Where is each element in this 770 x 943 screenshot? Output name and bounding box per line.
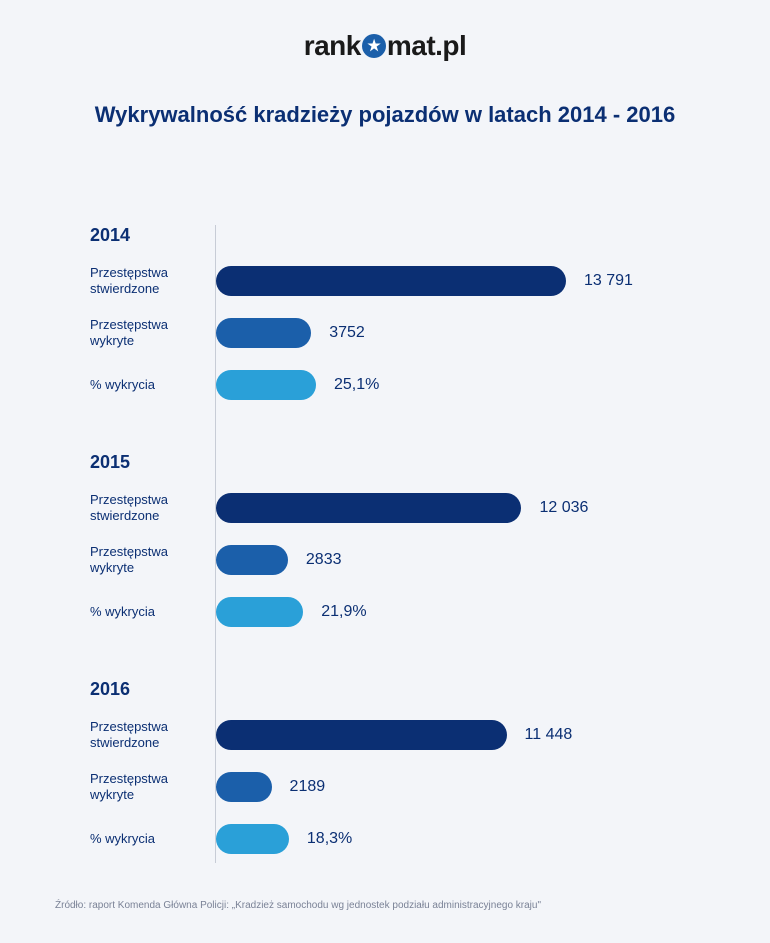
chart-row: Przestępstwa wykryte 3752	[90, 316, 690, 350]
bar	[216, 597, 303, 627]
bar-value: 18,3%	[307, 830, 352, 848]
bar-value: 25,1%	[334, 376, 379, 394]
year-label: 2016	[90, 679, 690, 700]
row-label: Przestępstwa stwierdzone	[90, 719, 210, 752]
chart-row: Przestępstwa stwierdzone 12 036	[90, 491, 690, 525]
bar-value: 11 448	[525, 726, 573, 744]
logo-text-left: rank	[304, 30, 361, 61]
row-label: Przestępstwa wykryte	[90, 544, 210, 577]
bar-zone: 3752	[216, 318, 690, 348]
chart-row: Przestępstwa stwierdzone 11 448	[90, 718, 690, 752]
bar-zone: 13 791	[216, 266, 690, 296]
bar	[216, 545, 288, 575]
chart-row: % wykrycia 25,1%	[90, 368, 690, 402]
row-label: % wykrycia	[90, 377, 210, 393]
row-label: Przestępstwa stwierdzone	[90, 265, 210, 298]
logo-text-right: mat.pl	[387, 30, 466, 61]
bar-zone: 2189	[216, 772, 690, 802]
bar-value: 2189	[290, 778, 326, 796]
chart-row: % wykrycia 18,3%	[90, 822, 690, 856]
row-label: % wykrycia	[90, 604, 210, 620]
bar-value: 21,9%	[321, 603, 366, 621]
bar	[216, 720, 507, 750]
logo-star-icon	[362, 34, 386, 58]
bar-value: 13 791	[584, 272, 633, 290]
row-label: % wykrycia	[90, 831, 210, 847]
bar	[216, 318, 311, 348]
chart-row: Przestępstwa wykryte 2189	[90, 770, 690, 804]
bar-zone: 21,9%	[216, 597, 690, 627]
chart-title: Wykrywalność kradzieży pojazdów w latach…	[0, 102, 770, 128]
bar	[216, 493, 521, 523]
chart-source-note: Źródło: raport Komenda Główna Policji: „…	[55, 900, 541, 911]
row-label: Przestępstwa wykryte	[90, 317, 210, 350]
bar	[216, 772, 272, 802]
row-label: Przestępstwa stwierdzone	[90, 492, 210, 525]
chart-row: Przestępstwa stwierdzone 13 791	[90, 264, 690, 298]
year-group: 2015Przestępstwa stwierdzone12 036Przest…	[90, 452, 690, 629]
bar-zone: 18,3%	[216, 824, 690, 854]
bar	[216, 370, 316, 400]
bar-zone: 25,1%	[216, 370, 690, 400]
chart-row: % wykrycia 21,9%	[90, 595, 690, 629]
bar	[216, 824, 289, 854]
bar-value: 2833	[306, 551, 342, 569]
year-group: 2014Przestępstwa stwierdzone13 791Przest…	[90, 225, 690, 402]
chart-row: Przestępstwa wykryte 2833	[90, 543, 690, 577]
year-label: 2015	[90, 452, 690, 473]
bar-value: 3752	[329, 324, 365, 342]
bar-zone: 2833	[216, 545, 690, 575]
row-label: Przestępstwa wykryte	[90, 771, 210, 804]
chart-area: 2014Przestępstwa stwierdzone13 791Przest…	[90, 225, 690, 906]
year-group: 2016Przestępstwa stwierdzone11 448Przest…	[90, 679, 690, 856]
bar-zone: 12 036	[216, 493, 690, 523]
year-label: 2014	[90, 225, 690, 246]
bar-zone: 11 448	[216, 720, 690, 750]
bar-value: 12 036	[539, 499, 588, 517]
site-logo: rank mat.pl	[0, 0, 770, 62]
bar	[216, 266, 566, 296]
